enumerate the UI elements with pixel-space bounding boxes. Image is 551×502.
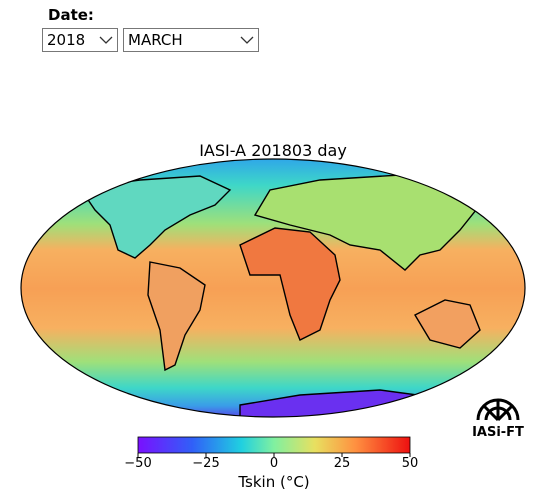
colorbar-label: Tskin (°C)	[237, 473, 309, 491]
month-value: MARCH	[128, 31, 183, 49]
map-title: IASI-A 201803 day	[199, 141, 347, 160]
logo-text: IASi-FT	[472, 425, 524, 440]
colorbar-tick-label: 0	[270, 456, 278, 471]
colorbar-tick-label: −25	[192, 456, 219, 471]
date-label: Date:	[48, 6, 94, 24]
colorbar	[137, 436, 411, 454]
map-border	[20, 158, 526, 418]
colorbar-tick-label: 50	[402, 456, 419, 471]
chevron	[240, 36, 254, 44]
month-select[interactable]: MARCH	[123, 28, 259, 52]
colorbar-tick-label: −50	[124, 456, 151, 471]
colorbar-tick-label: 25	[334, 456, 351, 471]
chevron	[99, 36, 113, 44]
map	[21, 159, 525, 417]
year-select[interactable]: 2018	[42, 28, 118, 52]
year-value: 2018	[47, 31, 86, 49]
logo-icon	[476, 398, 520, 422]
